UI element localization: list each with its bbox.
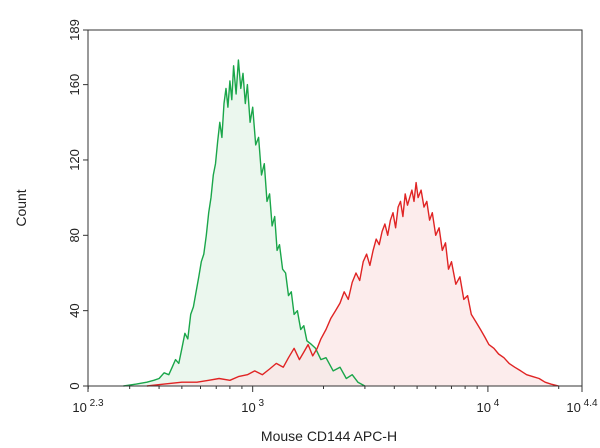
x-axis-ticks: 10 2.3 10 3 10 4 10 4.4 xyxy=(72,386,598,415)
y-axis-ticks: 0 40 80 120 160 189 xyxy=(67,19,88,390)
series-1-fill xyxy=(123,60,365,386)
y-tick-label: 80 xyxy=(67,228,82,242)
plot-frame xyxy=(87,29,583,387)
x-axis-label: Mouse CD144 APC-H xyxy=(261,428,397,444)
series-2-fill xyxy=(146,182,559,386)
x-tick-label: 10 4.4 xyxy=(566,398,598,415)
series-1-line xyxy=(123,59,366,387)
y-tick-label: 160 xyxy=(67,74,82,96)
plot-area xyxy=(123,59,559,387)
y-tick-label: 40 xyxy=(67,303,82,317)
x-tick-label: 10 2.3 xyxy=(72,398,104,415)
y-tick-label: 120 xyxy=(67,149,82,171)
series-2-line xyxy=(146,181,559,387)
y-tick-label: 189 xyxy=(67,19,82,41)
y-tick-label: 0 xyxy=(67,382,82,389)
y-axis-label: Count xyxy=(13,189,29,226)
x-tick-label: 10 4 xyxy=(477,398,500,415)
x-tick-label: 10 3 xyxy=(241,398,264,415)
